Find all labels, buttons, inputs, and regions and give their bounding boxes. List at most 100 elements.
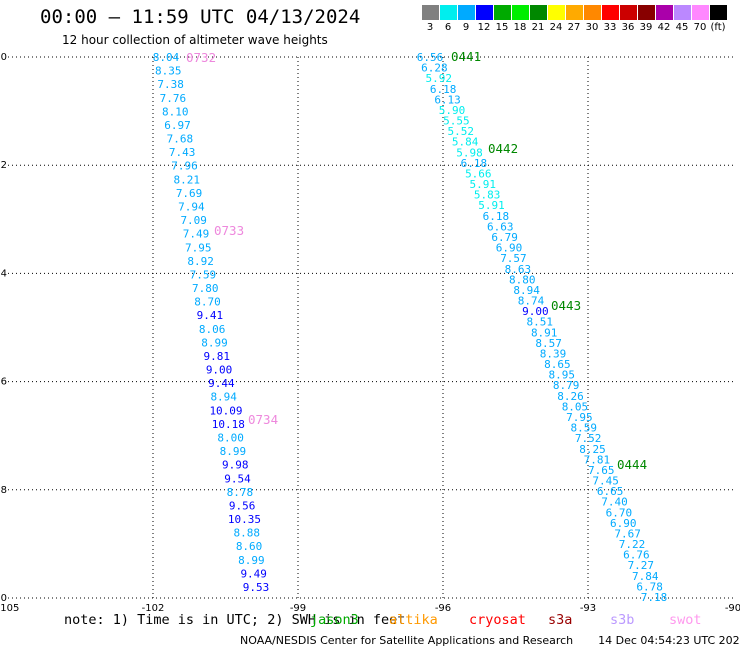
lat-tick-label: -24 — [0, 268, 7, 279]
swh-point-label: 9.81 — [204, 350, 231, 363]
swh-point-label: 7.38 — [157, 78, 184, 91]
swh-point-label: 8.51 — [527, 316, 554, 329]
pass-time-label: 0734 — [248, 412, 278, 427]
legend-label: 30 — [585, 22, 599, 33]
swh-point-label: 7.67 — [614, 527, 641, 540]
swh-point-label: 8.25 — [579, 443, 606, 456]
swh-point-label: 9.44 — [208, 377, 235, 390]
swh-point-label: 6.56 — [417, 51, 444, 64]
satellite-name: swot — [669, 612, 702, 628]
swh-point-label: 7.69 — [176, 187, 203, 200]
swh-point-label: 8.05 — [562, 400, 589, 413]
swh-point-label: 8.88 — [234, 527, 261, 540]
legend-swatch — [620, 5, 637, 20]
swh-point-label: 7.80 — [192, 282, 219, 295]
swh-point-label: 7.18 — [641, 591, 668, 604]
lat-tick-label: -22 — [0, 160, 7, 171]
wave-height-points: 8.048.357.387.768.106.977.687.437.968.21… — [153, 51, 668, 604]
legend-swatch — [566, 5, 583, 20]
lon-tick-label: -102 — [142, 603, 165, 614]
swh-point-label: 6.70 — [606, 506, 633, 519]
swh-point-label: 5.91 — [469, 178, 496, 191]
legend-swatch — [476, 5, 493, 20]
swh-point-label: 6.28 — [421, 62, 448, 75]
satellite-name: cryosat — [469, 612, 526, 628]
swh-point-label: 6.97 — [164, 119, 191, 132]
swh-point-label: 8.21 — [174, 173, 201, 186]
swh-point-label: 8.78 — [227, 486, 254, 499]
swh-point-label: 8.99 — [238, 554, 265, 567]
swh-point-label: 7.84 — [632, 570, 659, 583]
swh-point-label: 5.52 — [447, 125, 474, 138]
map-grid — [8, 57, 733, 598]
swh-point-label: 6.65 — [597, 485, 624, 498]
swh-point-label: 6.90 — [496, 242, 523, 255]
legend-label: 6 — [444, 22, 452, 33]
swh-point-label: 5.84 — [452, 136, 479, 149]
lon-tick-label: -90 — [725, 603, 740, 614]
legend-label: 15 — [495, 22, 509, 33]
satellite-name: jason3 — [310, 612, 359, 628]
swh-point-label: 8.65 — [544, 358, 571, 371]
legend-label: 24 — [549, 22, 563, 33]
swh-point-label: 8.70 — [194, 296, 221, 309]
satellite-name: s3b — [610, 612, 635, 628]
pass-time-label: 0444 — [617, 457, 647, 472]
legend-swatch — [674, 5, 691, 20]
lat-tick-label: -28 — [0, 485, 7, 496]
pass-time-labels: 0732 0733 0734 0441 0442 0443 0444 — [186, 49, 647, 472]
legend-label: 18 — [513, 22, 527, 33]
swh-point-label: 8.99 — [220, 445, 247, 458]
lon-tick-label: -105 — [0, 603, 19, 614]
swh-point-label: 6.63 — [487, 220, 514, 233]
swh-point-label: 7.95 — [566, 411, 593, 424]
legend-swatch — [494, 5, 511, 20]
swh-point-label: 9.00 — [522, 305, 549, 318]
lon-tick-label: -96 — [435, 603, 451, 614]
legend-label: 9 — [462, 22, 470, 33]
swh-point-label: 7.81 — [584, 453, 611, 466]
legend-label: 42 — [657, 22, 671, 33]
swh-point-label: 10.35 — [228, 513, 261, 526]
legend-label: 36 — [621, 22, 635, 33]
pass-time-label: 0732 — [186, 50, 216, 65]
legend-swatch — [692, 5, 709, 20]
swh-point-label: 8.04 — [153, 51, 180, 64]
swh-point-label: 5.98 — [456, 146, 483, 159]
swh-point-label: 6.90 — [610, 517, 637, 530]
swh-point-label: 8.94 — [210, 391, 237, 404]
swh-point-label: 7.49 — [183, 228, 210, 241]
swh-point-label: 8.10 — [162, 105, 189, 118]
pass-time-label: 0733 — [214, 223, 244, 238]
footer-organization: NOAA/NESDIS Center for Satellite Applica… — [240, 634, 574, 647]
swh-point-label: 6.13 — [434, 93, 461, 106]
swh-point-label: 7.09 — [180, 214, 207, 227]
swh-point-label: 8.06 — [199, 323, 226, 336]
pass-time-label: 0442 — [488, 141, 518, 156]
pass-time-label: 0441 — [451, 49, 481, 64]
swh-point-label: 8.63 — [505, 263, 532, 276]
swh-point-label: 6.18 — [461, 157, 488, 170]
swh-point-label: 7.27 — [628, 559, 655, 572]
swh-point-label: 8.91 — [531, 326, 558, 339]
satellite-name: altika — [389, 612, 438, 628]
legend-label: 27 — [567, 22, 581, 33]
legend-unit: (ft) — [710, 22, 726, 33]
swh-point-label: 7.45 — [592, 475, 619, 488]
legend-label: 12 — [477, 22, 491, 33]
swh-point-label: 8.79 — [553, 379, 580, 392]
legend-swatch — [710, 5, 727, 20]
legend-swatch — [422, 5, 439, 20]
swh-point-label: 9.49 — [240, 567, 267, 580]
pass-time-label: 0443 — [551, 298, 581, 313]
swh-point-label: 9.54 — [224, 472, 251, 485]
legend-swatch — [440, 5, 457, 20]
footer-credit: NOAA/NESDIS Center for Satellite Applica… — [240, 634, 740, 647]
swh-point-label: 9.41 — [197, 309, 224, 322]
swh-point-label: 7.65 — [588, 464, 615, 477]
satellite-name: s3a — [548, 612, 573, 628]
swh-point-label: 5.91 — [478, 199, 505, 212]
lat-tick-label: -30 — [0, 593, 7, 604]
lat-tick-label: -26 — [0, 377, 7, 388]
